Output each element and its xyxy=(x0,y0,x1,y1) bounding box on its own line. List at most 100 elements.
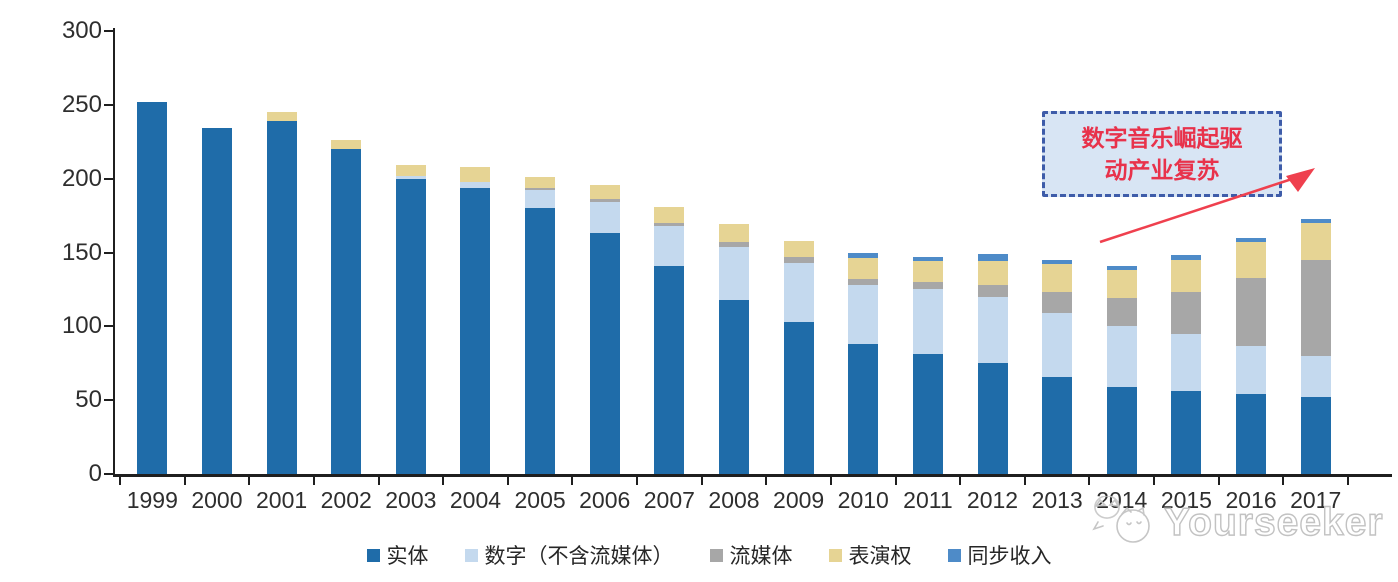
bar-2012-physical xyxy=(977,363,1008,474)
x-axis-tick xyxy=(959,477,962,485)
bar-2010-physical xyxy=(848,344,879,474)
bar-2005-performance-rights xyxy=(525,177,556,188)
bar-2005-digital-excl-streaming xyxy=(525,190,556,209)
legend-item-physical: 实体 xyxy=(366,540,429,570)
bar-2007-physical xyxy=(654,265,685,474)
y-axis-tick-label: 250 xyxy=(61,90,102,118)
y-axis-tick xyxy=(104,30,113,32)
bar-2017-physical xyxy=(1300,397,1331,474)
bar-2003-digital-excl-streaming xyxy=(395,175,426,179)
bar-2006-streaming xyxy=(589,199,620,203)
bar-2016-sync-revenue xyxy=(1236,237,1267,243)
bar-2000-physical xyxy=(201,128,232,474)
bar-2011-physical xyxy=(912,354,943,474)
x-axis-tick xyxy=(1023,477,1026,485)
bar-2015-physical xyxy=(1171,391,1202,474)
bar-2011-performance-rights xyxy=(912,261,943,283)
x-axis-label-2011: 2011 xyxy=(903,487,953,513)
bar-2009-performance-rights xyxy=(783,240,814,257)
y-axis-tick-label: 0 xyxy=(88,460,102,487)
bar-2004-digital-excl-streaming xyxy=(460,181,491,188)
bar-2015-digital-excl-streaming xyxy=(1171,333,1202,392)
annotation-line1: 数字音乐崛起驱 xyxy=(1081,125,1243,151)
bar-2007-performance-rights xyxy=(654,206,685,223)
y-axis-tick xyxy=(104,325,113,328)
bar-2013-streaming xyxy=(1042,292,1073,314)
y-axis-tick-label: 300 xyxy=(61,17,102,44)
bar-2004-performance-rights xyxy=(460,166,491,182)
x-axis-label-2009: 2009 xyxy=(773,487,825,513)
legend-label-physical: 实体 xyxy=(386,545,429,568)
bar-2009-digital-excl-streaming xyxy=(783,262,814,322)
bar-2002-physical xyxy=(331,149,362,474)
legend-swatch-digital-excl-streaming xyxy=(464,548,478,562)
bar-2011-sync-revenue xyxy=(912,256,943,262)
legend-label-performance-rights: 表演权 xyxy=(848,545,912,568)
x-axis-label-2000: 2000 xyxy=(191,487,243,513)
bar-2014-sync-revenue xyxy=(1106,265,1137,271)
x-axis-tick xyxy=(765,477,768,485)
x-axis-label-2008: 2008 xyxy=(708,487,760,513)
y-axis-tick xyxy=(104,473,113,475)
x-axis-line xyxy=(113,474,1392,477)
bar-2007-digital-excl-streaming xyxy=(654,225,685,266)
bar-2013-sync-revenue xyxy=(1042,259,1073,265)
bar-2006-digital-excl-streaming xyxy=(589,202,620,234)
x-axis-label-1999: 1999 xyxy=(126,487,178,513)
annotation-box: 数字音乐崛起驱 动产业复苏 xyxy=(1042,111,1282,197)
cat-logo-icon xyxy=(1092,496,1150,543)
x-axis-label-2017: 2017 xyxy=(1290,487,1342,513)
bar-2017-performance-rights xyxy=(1300,222,1331,260)
bar-2005-physical xyxy=(525,208,556,474)
x-axis-tick xyxy=(1347,477,1349,485)
x-axis-tick xyxy=(1153,477,1156,485)
bar-2008-digital-excl-streaming xyxy=(719,246,749,300)
bar-2011-digital-excl-streaming xyxy=(912,289,943,355)
x-axis-tick xyxy=(119,477,121,485)
bar-2013-physical xyxy=(1042,376,1073,474)
y-axis-tick xyxy=(104,103,113,106)
legend-item-digital-excl-streaming: 数字（不含流媒体） xyxy=(464,540,674,570)
legend-label-streaming: 流媒体 xyxy=(729,545,793,568)
x-axis-tick xyxy=(442,477,445,485)
bar-2014-streaming xyxy=(1106,298,1137,327)
bar-2008-streaming xyxy=(719,242,749,247)
x-axis-tick xyxy=(506,477,509,485)
legend-swatch-performance-rights xyxy=(828,548,842,562)
x-axis-label-2006: 2006 xyxy=(579,487,631,513)
bar-2015-streaming xyxy=(1171,292,1202,334)
x-axis-label-2001: 2001 xyxy=(255,487,308,513)
x-axis-tick xyxy=(183,477,186,485)
bar-2001-performance-rights xyxy=(266,112,297,122)
legend-label-digital-excl-streaming: 数字（不含流媒体） xyxy=(484,545,674,568)
x-axis-label-2010: 2010 xyxy=(837,487,889,513)
x-axis-label-2002: 2002 xyxy=(320,487,372,513)
x-axis-tick xyxy=(1088,477,1091,485)
x-axis-label-2013: 2013 xyxy=(1031,487,1083,513)
bar-2012-sync-revenue xyxy=(977,253,1008,262)
watermark-text: Yourseeker xyxy=(1163,500,1384,544)
bar-2002-performance-rights xyxy=(331,140,362,150)
legend-item-sync-revenue: 同步收入 xyxy=(947,540,1052,570)
x-axis-label-2015: 2015 xyxy=(1160,487,1212,513)
bar-2006-physical xyxy=(589,233,620,474)
bar-2016-streaming xyxy=(1236,277,1267,346)
bar-2015-performance-rights xyxy=(1171,259,1202,293)
bar-2016-digital-excl-streaming xyxy=(1236,345,1267,395)
bar-2006-performance-rights xyxy=(589,184,620,200)
bar-2010-performance-rights xyxy=(848,258,879,280)
bar-2014-performance-rights xyxy=(1106,270,1137,299)
bar-2009-streaming xyxy=(783,256,814,263)
bar-2011-streaming xyxy=(912,282,943,290)
watermark: Yourseeker xyxy=(1082,496,1384,550)
x-axis-label-2012: 2012 xyxy=(966,487,1019,513)
x-axis-label-2004: 2004 xyxy=(449,487,502,513)
legend-swatch-streaming xyxy=(709,548,723,562)
x-axis-tick xyxy=(700,477,703,485)
y-axis-tick-label: 100 xyxy=(61,312,102,340)
legend-swatch-sync-revenue xyxy=(947,548,961,562)
bar-2014-digital-excl-streaming xyxy=(1106,326,1137,387)
x-axis-label-2014: 2014 xyxy=(1096,487,1148,513)
x-axis-tick xyxy=(1282,477,1285,485)
